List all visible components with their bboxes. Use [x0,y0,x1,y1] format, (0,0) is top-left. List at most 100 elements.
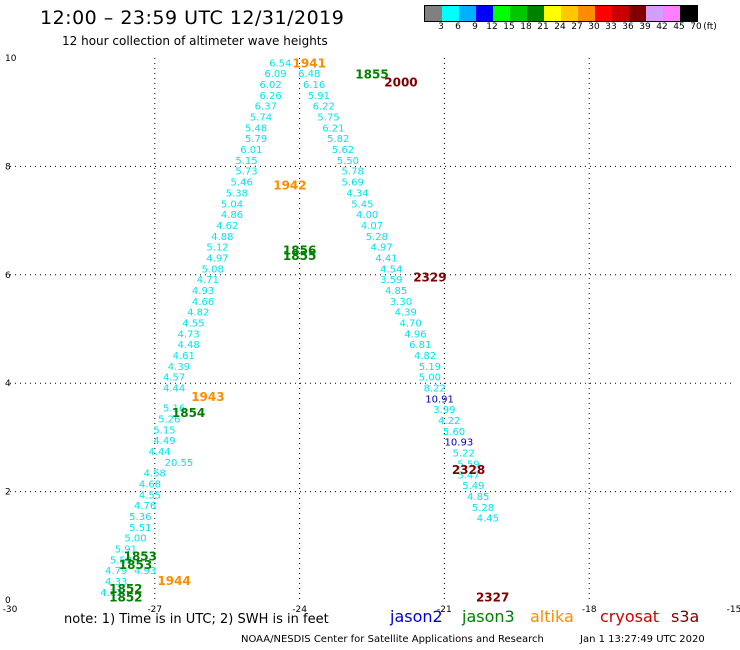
swh-value-label: 5.16 [163,404,185,415]
swh-value-label: 5.38 [226,188,248,199]
swh-value-label: 4.88 [211,232,233,243]
x-tick-label: -18 [582,605,597,615]
color-scale-label: 45 [673,22,685,32]
color-swatch-10 [595,6,612,21]
swh-value-label: 5.60 [443,427,465,438]
swh-value-label: 5.28 [472,503,494,514]
swh-value-label: 4.57 [163,373,185,384]
swh-value-label: 8.22 [424,384,446,395]
swh-value-label: 6.48 [298,69,320,80]
swh-value-label: 5.62 [332,145,354,156]
swh-value-label: 4.93 [134,566,156,577]
swh-value-label: 5.15 [153,425,175,436]
y-tick-label: 4 [5,379,11,389]
swh-value-label: 4.62 [216,221,238,232]
swh-value-label: 5.08 [202,264,224,275]
swh-value-label: 4.55 [182,318,204,329]
x-tick-label: -21 [437,605,452,615]
color-scale-label: 18 [520,22,532,32]
swh-value-label: 5.69 [342,178,364,189]
swh-value-label: 5.79 [245,134,267,145]
color-scale-label: 42 [656,22,668,32]
swh-value-label: 6.09 [264,69,286,80]
swh-value-label: 4.54 [380,264,402,275]
swh-value-label: 5.48 [245,123,267,134]
color-swatch-4 [493,6,510,21]
swh-value-label: 5.91 [308,91,330,102]
swh-value-label: 10.93 [445,438,474,449]
swh-value-label: 4.58 [144,469,166,480]
page-subtitle: 12 hour collection of altimeter wave hei… [62,34,328,48]
swh-value-label: 4.93 [192,286,214,297]
pass-time-label: 1852 [109,590,142,604]
color-swatch-12 [629,6,646,21]
color-swatch-15 [680,6,697,21]
swh-value-label: 5.74 [250,113,272,124]
swh-value-label: 20.55 [165,458,194,469]
x-tick-label: -15 [727,605,740,615]
swh-value-label: 5.00 [419,373,441,384]
x-tick-label: -24 [292,605,307,615]
color-scale-label: 9 [472,22,478,32]
y-tick-label: 6 [5,271,11,281]
swh-value-label: 3.59 [380,275,402,286]
swh-value-label: 3.30 [390,297,412,308]
color-swatch-6 [527,6,544,21]
swh-value-label: 4.97 [371,243,393,254]
swh-value-label: 5.00 [124,534,146,545]
color-scale-label: 30 [588,22,600,32]
swh-value-label: 4.48 [177,340,199,351]
swh-value-label: 5.47 [457,470,479,481]
pass-time-label: 1943 [191,390,224,404]
swh-value-label: 6.02 [260,80,282,91]
swh-value-label: 5.36 [129,512,151,523]
pass-time-label: 1855 [283,249,316,263]
color-swatch-8 [561,6,578,21]
swh-value-label: 4.85 [467,492,489,503]
swh-value-label: 4.07 [361,221,383,232]
swh-value-label: 4.33 [105,577,127,588]
swh-value-label: 4.55 [139,490,161,501]
x-tick-label: -27 [147,605,162,615]
swh-value-label: 5.28 [366,232,388,243]
swh-value-label: 5.46 [231,178,253,189]
color-scale-label: 6 [455,22,461,32]
swh-value-label: 6.21 [322,123,344,134]
x-tick-label: -30 [3,605,18,615]
pass-time-label: 1941 [293,56,326,70]
swh-value-label: 4.85 [385,286,407,297]
pass-time-label: 1853 [119,558,152,572]
swh-value-label: 5.50 [337,156,359,167]
swh-value-label: 5.22 [453,449,475,460]
pass-time-label: 2328 [452,463,485,477]
swh-value-label: 5.91 [115,545,137,556]
footer-timestamp: Jan 1 13:27:49 UTC 2020 [580,634,705,645]
footer-credit: NOAA/NESDIS Center for Satellite Applica… [241,634,544,645]
pass-time-label: 1944 [157,574,190,588]
color-swatch-2 [459,6,476,21]
swh-value-label: 6.01 [240,145,262,156]
page-title: 12:00 – 23:59 UTC 12/31/2019 [40,7,345,29]
swh-value-label: 4.34 [346,188,368,199]
pass-time-label: 2329 [413,271,446,285]
color-swatch-11 [612,6,629,21]
y-tick-label: 10 [5,54,17,64]
swh-value-label: 5.59 [457,459,479,470]
pass-time-label: 2000 [384,75,417,89]
swh-value-label: 4.66 [192,297,214,308]
swh-value-label: 4.73 [177,329,199,340]
color-swatch-1 [442,6,459,21]
color-scale-label: 70 [690,22,702,32]
swh-value-label: 4.61 [173,351,195,362]
pass-time-label: 1942 [273,178,306,192]
swh-value-label: 4.79 [105,566,127,577]
color-swatch-0 [425,6,442,21]
color-scale-bar [424,5,698,22]
color-swatch-9 [578,6,595,21]
swh-value-label: 5.19 [419,362,441,373]
plot-axes: -30 -27 -24 -21 -18 -15 0 2 4 6 8 10 [3,54,740,615]
footnote: note: 1) Time is in UTC; 2) SWH is in fe… [64,612,329,627]
swh-value-label: 5.15 [235,156,257,167]
color-scale-label: 15 [503,22,515,32]
swh-value-label: 4.76 [134,501,156,512]
